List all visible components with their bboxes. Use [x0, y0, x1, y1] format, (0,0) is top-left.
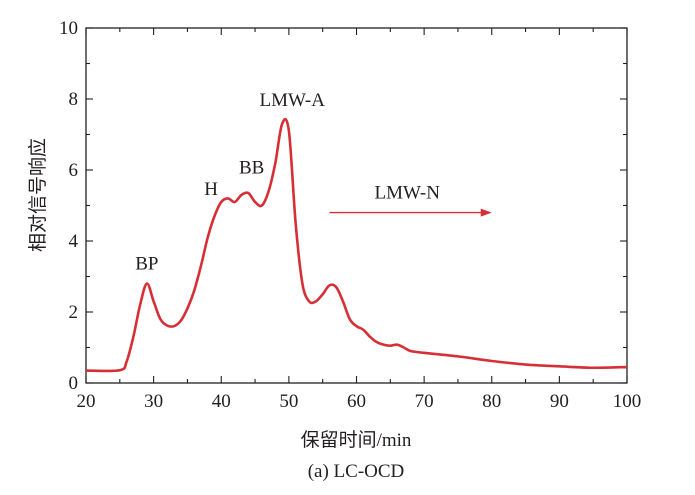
peak-label-lmw-a: LMW-A — [260, 90, 326, 111]
y-tick-label: 10 — [59, 18, 78, 39]
series-group — [85, 117, 628, 373]
x-tick-label: 100 — [613, 391, 642, 412]
x-tick-label: 50 — [279, 391, 298, 412]
x-tick-label: 80 — [482, 391, 501, 412]
series-line — [85, 117, 628, 373]
x-tick-label: 60 — [347, 391, 366, 412]
y-tick-label: 6 — [69, 160, 79, 181]
y-tick-label: 0 — [69, 373, 79, 394]
arrow-head-icon — [480, 208, 492, 217]
peak-label-h: H — [204, 179, 218, 200]
x-tick-label: 40 — [212, 391, 231, 412]
y-tick-label: 2 — [69, 302, 79, 323]
x-tick-label: 30 — [144, 391, 163, 412]
y-tick-label: 8 — [69, 89, 79, 110]
chart-caption: (a) LC-OCD — [308, 461, 405, 482]
peak-label-bp: BP — [135, 253, 158, 274]
y-tick-label: 4 — [69, 231, 79, 252]
annotations: BP H BB LMW-A LMW-N — [135, 90, 492, 274]
peak-label-bb: BB — [239, 158, 264, 179]
peak-label-lmw-n: LMW-N — [375, 182, 441, 203]
x-tick-label: 90 — [550, 391, 569, 412]
plot-frame — [85, 27, 628, 384]
axis-ticks: 20 30 40 50 60 70 80 90 100 0 2 4 6 8 10 — [59, 18, 641, 412]
x-tick-label: 20 — [77, 391, 96, 412]
y-axis-title: 相对信号响应 — [27, 138, 49, 252]
x-tick-label: 70 — [415, 391, 434, 412]
x-axis-title: 保留时间/min — [301, 429, 412, 451]
plot-border — [85, 27, 628, 384]
